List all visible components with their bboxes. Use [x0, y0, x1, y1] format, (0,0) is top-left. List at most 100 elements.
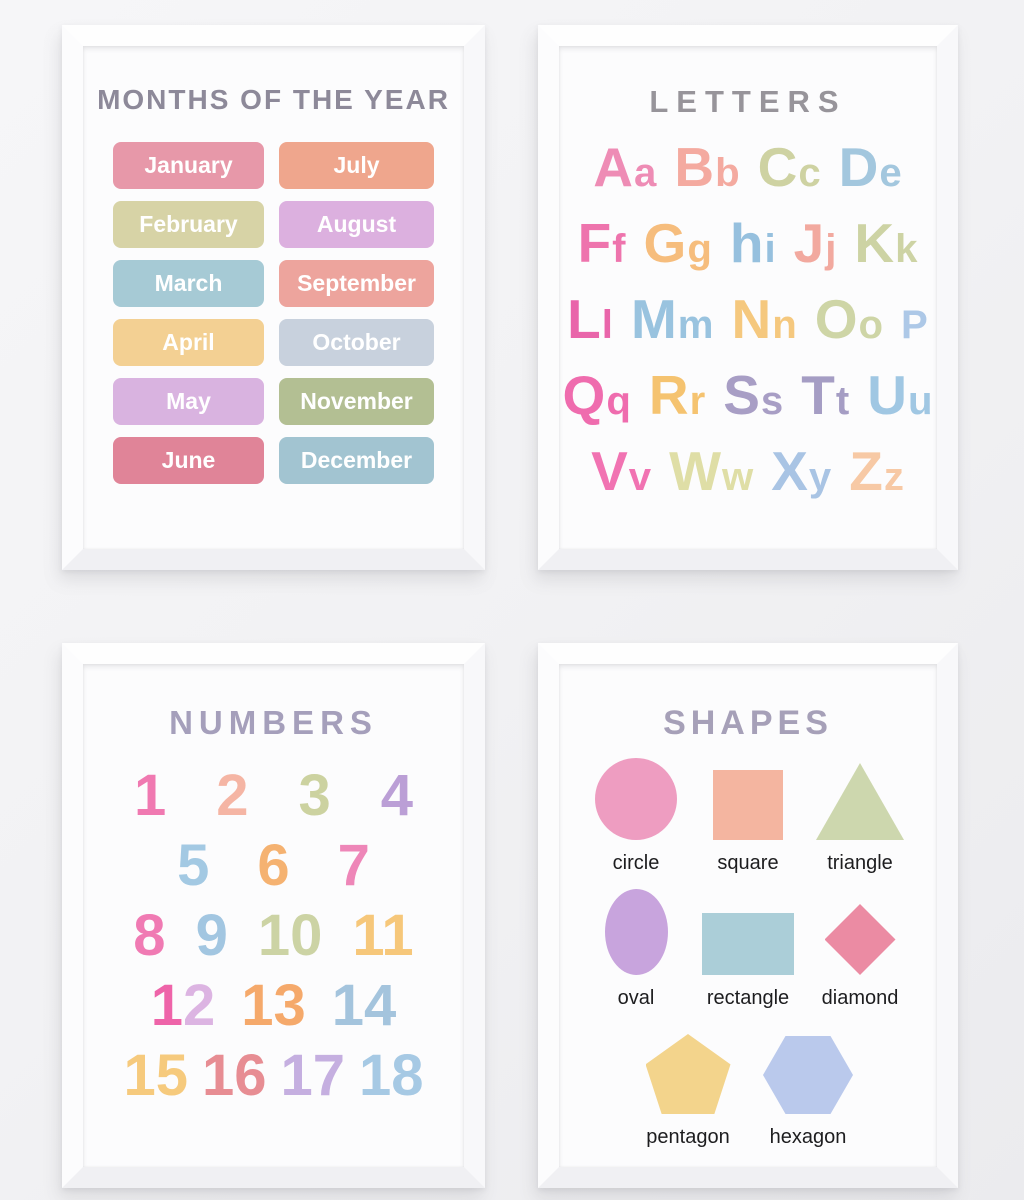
shape-cell-circle: circle — [584, 756, 688, 875]
numbers-title: NUMBERS — [169, 704, 378, 741]
month-pill-november: November — [279, 378, 434, 425]
letter-group-s: Ss — [723, 357, 784, 439]
rectangle-shape — [702, 913, 794, 975]
month-label: April — [162, 329, 215, 355]
poster-frame-letters: LETTERS Aa Bb Cc De Ff Gg hi Jj Kk Ll Mm Nn Oo P Qq Rr S… — [538, 25, 958, 570]
shape-label-pentagon: pentagon — [646, 1126, 730, 1148]
poster-months: MONTHS OF THE YEAR January February March A… — [83, 46, 464, 549]
letter-group-j: Jj — [794, 205, 838, 287]
shape-row-2: oval rectangle diamond — [559, 889, 937, 1010]
letter-group-d: De — [839, 129, 903, 211]
letter-uppercase: D — [838, 136, 880, 198]
number-7: 7 — [338, 831, 370, 901]
letter-row-5: Vv Ww Xy Zz — [559, 433, 937, 509]
letter-group-h: hi — [730, 205, 777, 287]
letter-group-a: Aa — [593, 129, 657, 211]
letter-lowercase: w — [722, 454, 755, 499]
shape-wrap-diamond — [824, 889, 896, 975]
month-pill-december: December — [279, 437, 434, 484]
digit: 4 — [380, 763, 414, 828]
letter-lowercase: s — [760, 378, 785, 423]
letter-group-k: Kk — [854, 205, 918, 287]
letter-lowercase: P — [901, 302, 929, 347]
digit: 8 — [391, 1043, 424, 1108]
letter-lowercase: q — [606, 378, 632, 423]
shape-wrap-triangle — [816, 756, 904, 840]
letter-group-g: Gg — [644, 205, 713, 287]
month-pill-april: April — [113, 319, 264, 366]
letter-lowercase: o — [858, 302, 885, 347]
letter-group-z: Zz — [849, 433, 905, 515]
month-label: November — [300, 388, 413, 414]
shape-label-rectangle: rectangle — [706, 987, 790, 1009]
months-grid: January February March April May June July Augu… — [113, 142, 434, 484]
digit: 1 — [123, 1043, 156, 1108]
circle-shape — [595, 758, 677, 840]
letter-lowercase: c — [798, 150, 822, 195]
number-17: 17 — [281, 1041, 346, 1111]
shape-cell-triangle: triangle — [808, 756, 912, 875]
letter-uppercase: Z — [849, 440, 884, 502]
month-pill-september: September — [279, 260, 434, 307]
month-label: January — [144, 152, 233, 178]
shape-label-diamond: diamond — [821, 987, 899, 1009]
number-12: 12 — [151, 971, 216, 1041]
number-5: 5 — [177, 831, 209, 901]
digit: 1 — [241, 973, 274, 1038]
digit: 1 — [381, 903, 414, 968]
shapes-title: SHAPES — [663, 704, 833, 742]
month-label: May — [166, 388, 211, 414]
months-title: MONTHS OF THE YEAR — [97, 84, 450, 115]
shape-cell-square: square — [696, 756, 800, 875]
shape-wrap-rectangle — [702, 889, 794, 975]
month-pill-february: February — [113, 201, 264, 248]
letter-uppercase: K — [854, 212, 896, 274]
digit: 8 — [133, 903, 166, 968]
number-4: 4 — [381, 761, 413, 831]
month-label: July — [333, 152, 380, 178]
letter-lowercase: k — [895, 226, 919, 271]
number-row-3: 8 9 10 11 — [83, 901, 464, 971]
letter-row-3: Ll Mm Nn Oo P — [559, 281, 937, 357]
digit: 1 — [331, 973, 365, 1038]
letter-group-f: Ff — [578, 205, 627, 287]
month-pill-july: July — [279, 142, 434, 189]
letter-row-1: Aa Bb Cc De — [559, 129, 937, 205]
digit: 3 — [273, 973, 306, 1038]
digit: 3 — [298, 763, 331, 828]
letter-group-w: Ww — [669, 433, 754, 515]
letter-lowercase: y — [808, 454, 833, 499]
letter-group-t: Tt — [801, 357, 850, 439]
digit: 4 — [364, 973, 397, 1038]
letters-rows: Aa Bb Cc De Ff Gg hi Jj Kk Ll Mm Nn Oo P Qq Rr Ss Tt Uu Vv W… — [559, 129, 937, 509]
letter-lowercase: u — [907, 378, 934, 423]
number-row-4: 12 13 14 — [83, 971, 464, 1041]
letter-uppercase: B — [674, 136, 716, 198]
shape-cell-diamond: diamond — [808, 889, 912, 1010]
poster-frame-numbers: NUMBERS 1 2 3 4 5 6 7 8 9 10 11 12 13 14 15 16 17 18 — [62, 643, 485, 1188]
letter-row-4: Qq Rr Ss Tt Uu — [559, 357, 937, 433]
number-14: 14 — [332, 971, 397, 1041]
digit: 2 — [216, 763, 249, 828]
number-9: 9 — [196, 901, 228, 971]
digit: 7 — [337, 833, 370, 898]
number-6: 6 — [257, 831, 289, 901]
letter-group-v: Vv — [591, 433, 652, 515]
poster-letters: LETTERS Aa Bb Cc De Ff Gg hi Jj Kk Ll Mm Nn Oo P Qq Rr S… — [559, 46, 937, 549]
number-3: 3 — [299, 761, 331, 831]
letter-lowercase: t — [835, 378, 851, 423]
digit: 6 — [234, 1043, 267, 1108]
number-16: 16 — [202, 1041, 267, 1111]
digit: 6 — [257, 833, 290, 898]
shape-wrap-oval — [604, 889, 668, 975]
letter-lowercase: j — [825, 226, 838, 271]
shape-label-triangle: triangle — [827, 852, 893, 874]
letter-uppercase: W — [669, 440, 722, 502]
month-pill-june: June — [113, 437, 264, 484]
letter-uppercase: O — [814, 288, 859, 350]
letter-group-c: Cc — [758, 129, 822, 211]
letter-lowercase: z — [883, 454, 905, 499]
digit: 1 — [280, 1043, 313, 1108]
